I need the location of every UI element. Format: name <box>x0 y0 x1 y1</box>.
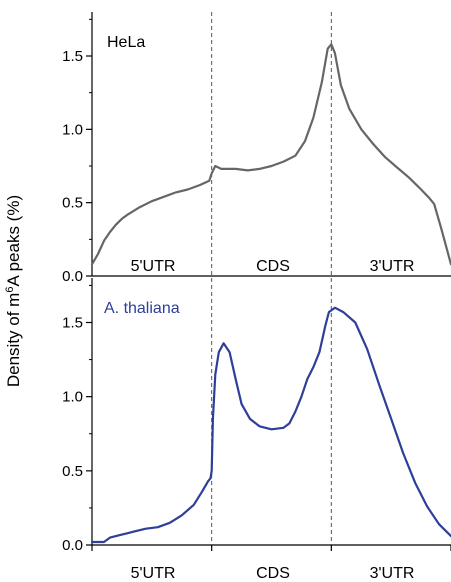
y-axis-label-part-1: Density of m <box>4 293 23 387</box>
athaliana-panel: 0.0 0.5 1.0 1.5 <box>62 278 451 554</box>
athaliana-y-tick-label: 1.5 <box>62 315 83 332</box>
y-axis-label: Density of m6A peaks (%) <box>4 195 23 387</box>
hela-series-label: HeLa <box>107 34 145 51</box>
y-axis-label-part-2: A peaks (%) <box>4 195 23 287</box>
top-region-label-cds: CDS <box>256 258 290 275</box>
hela-panel: 0.0 0.5 1.0 1.5 <box>62 12 451 285</box>
athaliana-y-tick-label: 0.0 <box>62 537 83 554</box>
athaliana-y-tick-label: 1.0 <box>62 389 83 406</box>
hela-y-tick-label: 0.0 <box>62 268 83 285</box>
bottom-region-label-3utr: 3'UTR <box>370 565 415 582</box>
hela-y-tick-label: 1.5 <box>62 48 83 65</box>
athaliana-series-label: A. thaliana <box>104 300 180 317</box>
bottom-region-label-5utr: 5'UTR <box>131 565 176 582</box>
hela-y-tick-label: 0.5 <box>62 195 83 212</box>
top-region-label-3utr: 3'UTR <box>370 258 415 275</box>
hela-series-line <box>92 44 451 264</box>
top-region-label-5utr: 5'UTR <box>131 258 176 275</box>
bottom-region-label-cds: CDS <box>256 565 290 582</box>
athaliana-y-tick-label: 0.5 <box>62 463 83 480</box>
hela-y-tick-label: 1.0 <box>62 121 83 138</box>
athaliana-series-line <box>92 308 451 542</box>
